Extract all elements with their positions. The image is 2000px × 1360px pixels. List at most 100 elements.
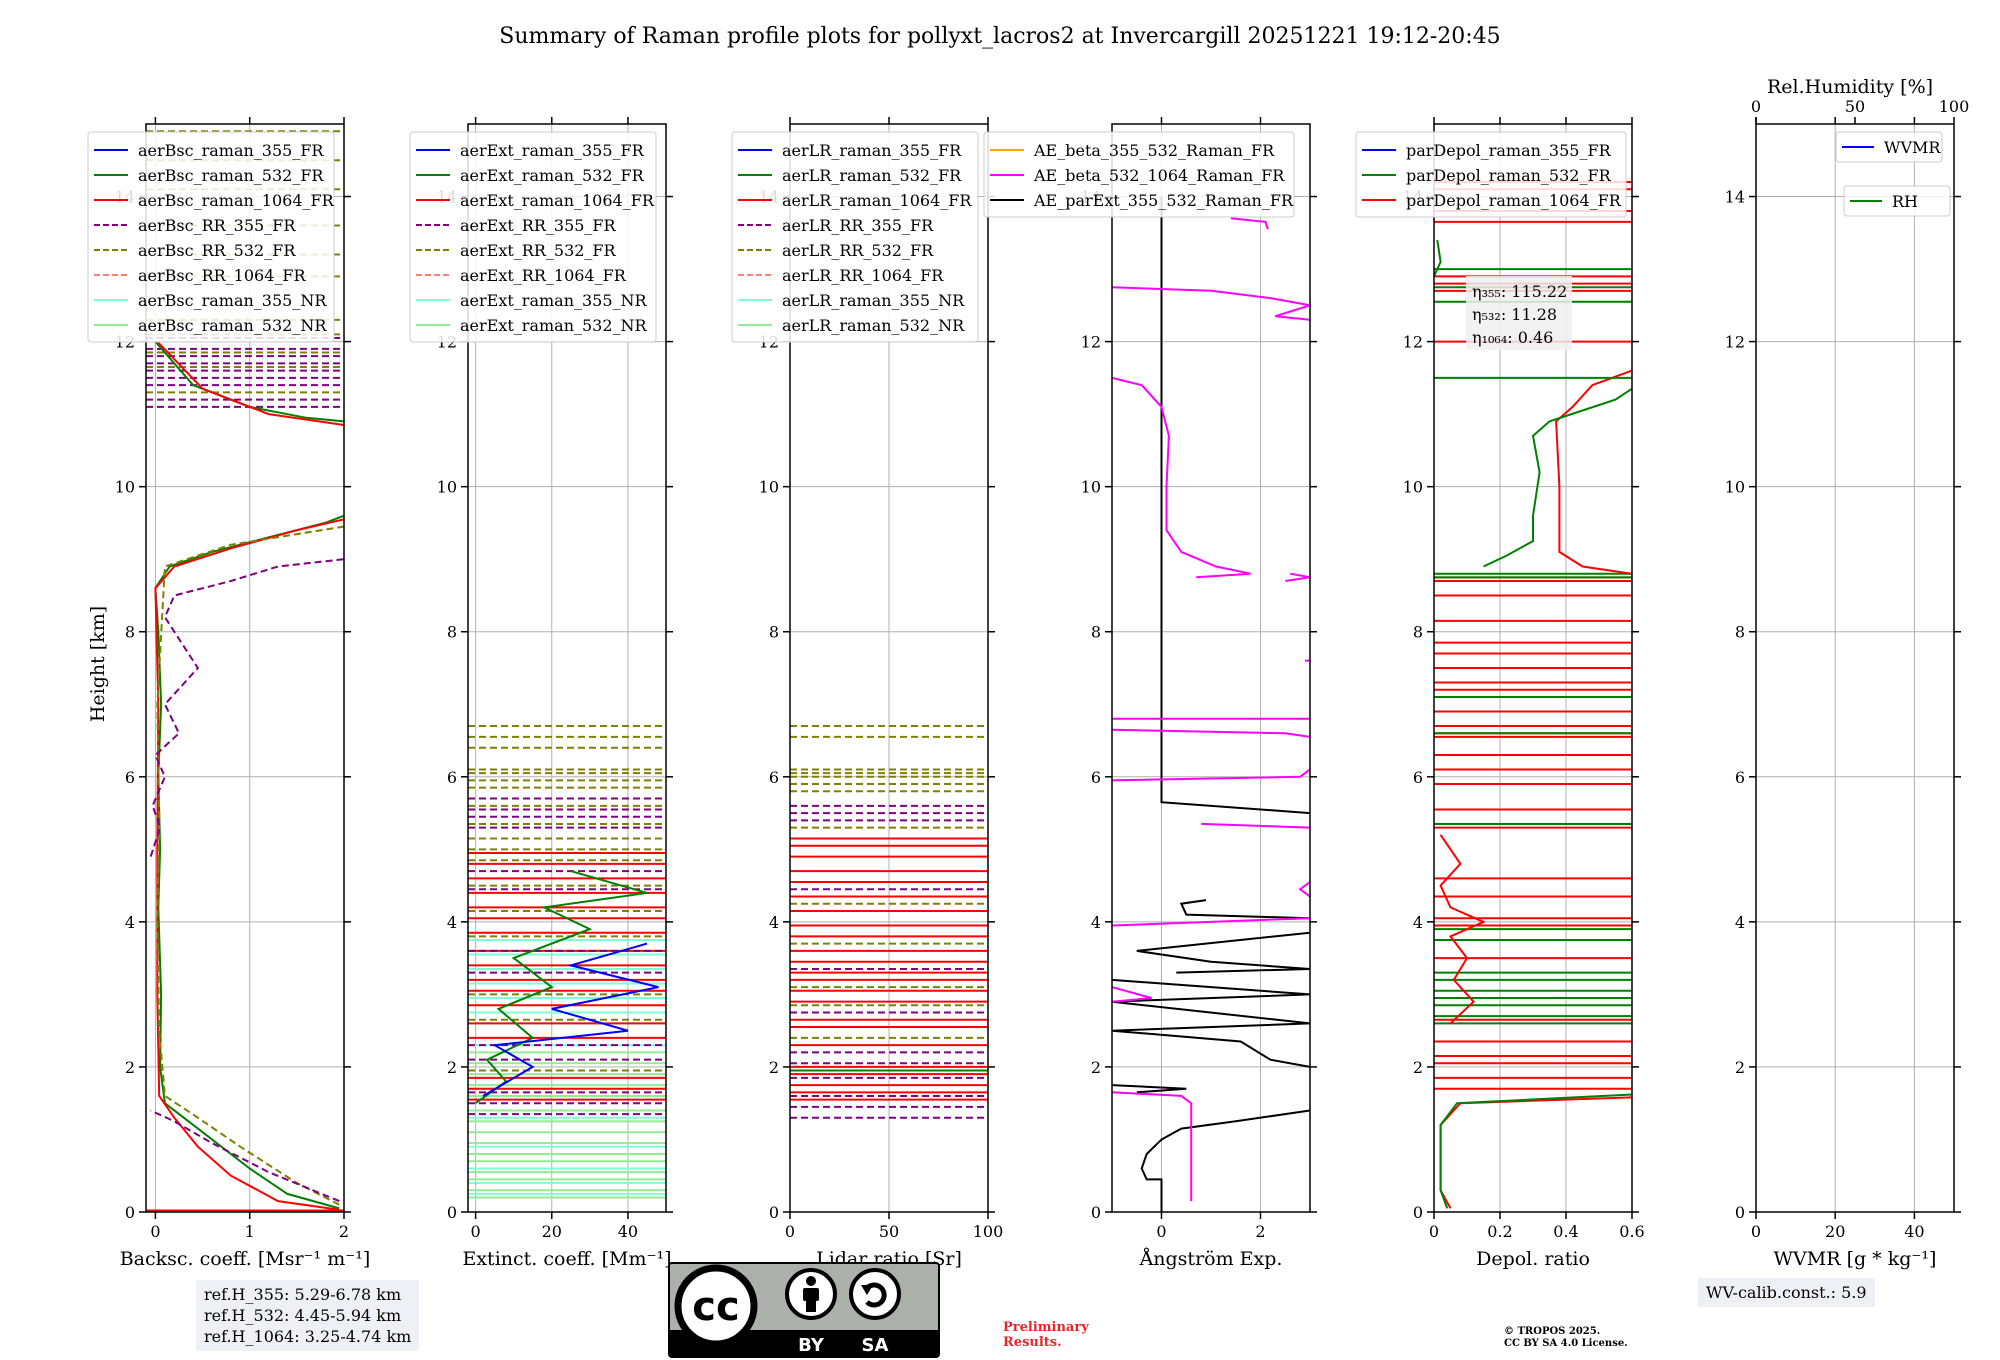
legend-label: aerLR_raman_532_NR [782, 316, 965, 335]
ref-height-box: ref.H_355: 5.29-6.78 km ref.H_532: 4.45-… [196, 1280, 420, 1351]
eta-annotation: η₃₅₅: 115.22 [1472, 282, 1567, 301]
rh-axis-label: Rel.Humidity [%] [1767, 76, 1933, 98]
series-line [1298, 881, 1310, 898]
legend-label: aerExt_raman_1064_FR [460, 191, 655, 210]
axes-frame [1111, 123, 1311, 1213]
y-tick-label: 8 [1735, 623, 1745, 642]
y-tick-label: 8 [1413, 623, 1423, 642]
y-tick-label: 10 [1725, 478, 1745, 497]
legend-label: parDepol_raman_355_FR [1406, 141, 1612, 160]
x-tick-label: 40 [1904, 1222, 1924, 1241]
cc-icon [674, 1264, 758, 1348]
y-tick-label: 4 [447, 913, 457, 932]
series-line [1555, 369, 1632, 575]
panels: 0 12 0 2 4 6 8 10 12 14 Backsc. coeff. [Msr⁻¹ m⁻¹]… [87, 97, 1970, 1270]
legend-label: aerLR_raman_355_NR [782, 291, 965, 310]
legend-box [87, 131, 335, 343]
ref-height-355: ref.H_355: 5.29-6.78 km [204, 1285, 402, 1304]
y-tick-label: 2 [125, 1058, 135, 1077]
legend-label: AE_beta_532_1064_Raman_FR [1033, 166, 1285, 185]
legend-label: aerBsc_raman_355_NR [138, 291, 327, 310]
x-axis-label: Extinct. coeff. [Mm⁻¹] [462, 1248, 671, 1270]
x-axis-label: WVMR [g * kg⁻¹] [1774, 1248, 1937, 1270]
series-line [1112, 1084, 1187, 1094]
series-line [1439, 1093, 1632, 1209]
panel-5: 00.20.40.602468101214Depol. ratioparDepo… [1355, 117, 1645, 1270]
y-tick-label: 12 [1403, 333, 1423, 352]
ref-height-1064: ref.H_1064: 3.25-4.74 km [204, 1327, 412, 1346]
series-line [1230, 217, 1269, 230]
legend-label: aerLR_raman_355_FR [782, 141, 962, 160]
legend-label: aerLR_raman_532_FR [782, 166, 962, 185]
y-tick-label: 10 [759, 478, 779, 497]
y-tick-label: 2 [769, 1058, 779, 1077]
y-tick-label: 2 [447, 1058, 457, 1077]
y-tick-label: 0 [1735, 1203, 1745, 1222]
x-axis-label: Ångström Exp. [1139, 1248, 1283, 1270]
x-tick-label: 0.2 [1487, 1222, 1512, 1241]
x-tick-label: 0 [471, 1222, 481, 1241]
series-line [1112, 1091, 1193, 1202]
y-tick-label: 14 [1725, 188, 1745, 207]
plot-area [1434, 181, 1632, 1209]
by-person-icon [785, 1268, 837, 1320]
y-tick-label: 6 [769, 768, 779, 787]
series-line [1112, 728, 1310, 738]
legend-label: aerLR_RR_1064_FR [782, 266, 944, 285]
legend-label: aerExt_RR_355_FR [460, 216, 617, 235]
x-tick-label: 0 [785, 1222, 795, 1241]
y-tick-label: 4 [1091, 913, 1101, 932]
y-tick-label: 2 [1413, 1058, 1423, 1077]
y-tick-label: 0 [125, 1203, 135, 1222]
series-line [149, 558, 344, 857]
copyright-line-2: CC BY SA 4.0 License. [1504, 1338, 1628, 1349]
x-tick-label: 100 [973, 1222, 1004, 1241]
series-line [156, 525, 344, 1206]
y-tick-label: 10 [1081, 478, 1101, 497]
x-tick-label: 20 [1825, 1222, 1845, 1241]
preliminary-line-1: Preliminary [1003, 1320, 1089, 1335]
series-line [1439, 1096, 1632, 1209]
x-tick-label: 0 [150, 1222, 160, 1241]
axes-frame [467, 123, 667, 1213]
legend-box [731, 131, 979, 343]
series-line [482, 942, 659, 1097]
legend-label: parDepol_raman_532_FR [1406, 166, 1612, 185]
legend-label: aerLR_RR_532_FR [782, 241, 934, 260]
series-line [1112, 917, 1310, 927]
series-line [475, 870, 648, 1105]
y-tick-label: 12 [1725, 333, 1745, 352]
series-line [1136, 931, 1310, 974]
y-tick-label: 8 [447, 623, 457, 642]
series-line [150, 1109, 340, 1203]
x-tick-label: 0 [1751, 1222, 1761, 1241]
series-line [1483, 387, 1632, 568]
legend-label: aerExt_raman_355_NR [460, 291, 648, 310]
x-tick-label: 0 [1429, 1222, 1439, 1241]
legend-label: aerExt_raman_355_FR [460, 141, 645, 160]
y-tick-label: 0 [1413, 1203, 1423, 1222]
legend-label: aerBsc_RR_355_FR [138, 216, 296, 235]
y-tick-label: 6 [1413, 768, 1423, 787]
x-tick-label: 40 [618, 1222, 638, 1241]
y-tick-label: 4 [1735, 913, 1745, 932]
y-tick-label: 6 [447, 768, 457, 787]
axes-frame [1755, 123, 1955, 1213]
legend-label: WVMR [1884, 138, 1941, 157]
series-line [1434, 239, 1442, 277]
wv-calib-box: WV-calib.const.: 5.9 [1698, 1278, 1875, 1307]
y-tick-label: 8 [769, 623, 779, 642]
x-axis-label: Depol. ratio [1476, 1248, 1590, 1270]
legend-label: aerExt_raman_532_FR [460, 166, 645, 185]
legend-label: RH [1892, 192, 1918, 211]
preliminary-line-2: Results. [1003, 1335, 1062, 1350]
panel-2: 0204002468101214Extinct. coeff. [Mm⁻¹]ae… [409, 117, 673, 1270]
copyright-line-1: © TROPOS 2025. [1504, 1326, 1601, 1337]
y-tick-label: 8 [125, 623, 135, 642]
legend-label: aerBsc_raman_532_FR [138, 166, 324, 185]
panel-6: 0 20 40 0 2 4 6 8 10 12 14 WVMR [g * kg⁻¹] 0 50 100 WVM… [1725, 97, 1970, 1270]
series-line [1112, 376, 1251, 579]
axes-frame [1433, 123, 1633, 1213]
x-axis-label: Backsc. coeff. [Msr⁻¹ m⁻¹] [120, 1248, 371, 1270]
